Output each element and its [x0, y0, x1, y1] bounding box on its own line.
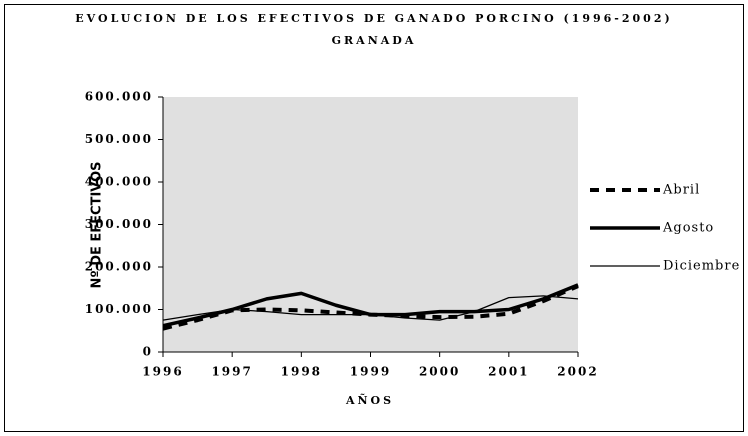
- y-tick-label: 300.000: [85, 217, 153, 231]
- chart-title: EVOLUCION DE LOS EFECTIVOS DE GANADO POR…: [75, 12, 672, 25]
- legend-label: Abril: [662, 183, 700, 198]
- y-tick-label: 400.000: [85, 175, 153, 189]
- chart-subtitle: GRANADA: [332, 34, 417, 47]
- x-tick-label: 2000: [419, 365, 460, 379]
- y-tick-label: 200.000: [85, 260, 153, 274]
- line-series: [162, 295, 579, 321]
- x-tick-label: 1998: [281, 365, 322, 379]
- x-tick-label: 2002: [557, 365, 598, 379]
- x-tick-label: 1996: [142, 365, 183, 379]
- y-tick-label: 0: [143, 345, 153, 359]
- y-tick-label: 100.000: [85, 302, 153, 316]
- legend-label: Agosto: [662, 221, 714, 236]
- x-tick-label: 1997: [211, 365, 252, 379]
- y-axis-label: Nº DE EFECTIVOS: [90, 161, 105, 288]
- x-tick-label: 1999: [350, 365, 391, 379]
- x-tick-label: 2001: [488, 365, 529, 379]
- legend-label: Diciembre: [663, 259, 740, 274]
- y-tick-label: 600.000: [85, 90, 153, 104]
- x-axis-label: AÑOS: [345, 393, 394, 407]
- y-tick-label: 500.000: [85, 132, 153, 146]
